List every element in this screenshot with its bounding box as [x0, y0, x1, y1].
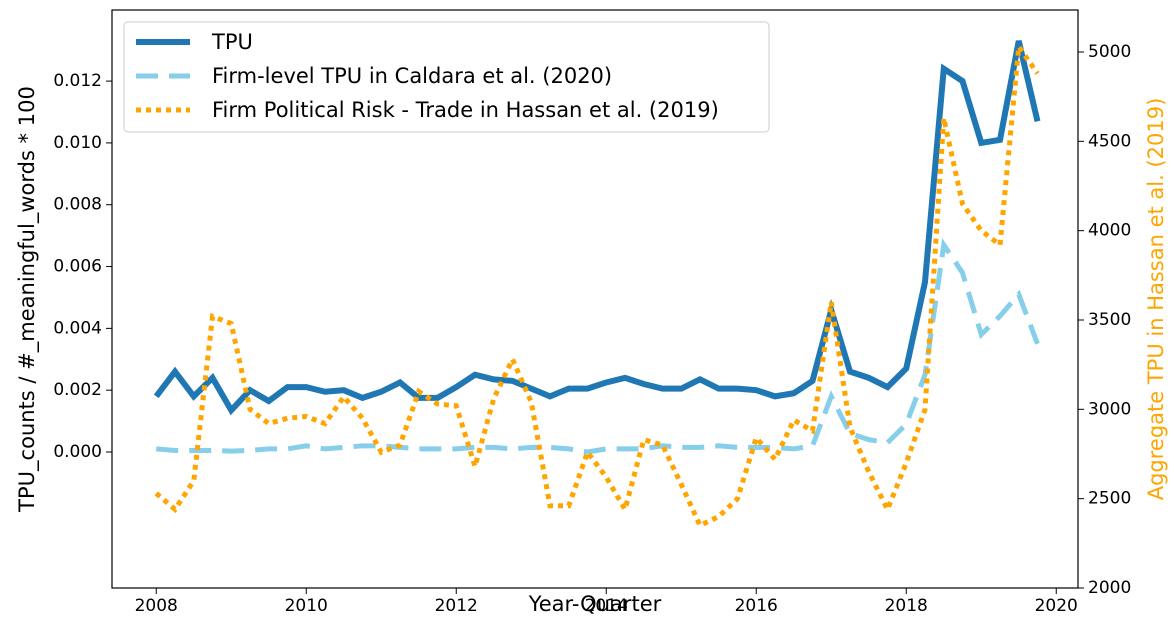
y-tick-label: 0.012	[53, 71, 102, 91]
x-tick-label: 2018	[885, 596, 928, 616]
y-tick-label: 0.008	[53, 195, 102, 215]
legend-label: TPU	[211, 30, 253, 54]
y2-tick-label: 5000	[1088, 42, 1131, 62]
y2-tick-label: 2500	[1088, 489, 1131, 509]
y2-tick-label: 4500	[1088, 131, 1131, 151]
legend-label: Firm Political Risk - Trade in Hassan et…	[212, 98, 719, 122]
y-tick-label: 0.000	[53, 442, 102, 462]
plot-frame	[111, 9, 1079, 589]
y-tick-label: 0.010	[53, 133, 102, 153]
series-line	[154, 39, 1040, 529]
y2-tick-label: 3500	[1088, 310, 1131, 330]
legend-label: Firm-level TPU in Caldara et al. (2020)	[212, 64, 612, 88]
y2-tick-label: 2000	[1088, 578, 1131, 598]
y-tick-label: 0.002	[53, 380, 102, 400]
x-tick-label: 2016	[735, 596, 778, 616]
legend-box	[123, 21, 770, 133]
y-tick-label: 0.004	[53, 318, 102, 338]
y2-tick-label: 3000	[1088, 399, 1131, 419]
y-tick-label: 0.006	[53, 257, 102, 277]
x-tick-label: 2020	[1035, 596, 1078, 616]
x-tick-label: 2008	[135, 596, 178, 616]
x-tick-label: 2014	[585, 596, 628, 616]
x-axis-label: Year-Quarter	[528, 592, 662, 616]
y-axis-label: TPU_counts / #_meaningful_words * 100	[15, 86, 40, 513]
x-tick-label: 2012	[435, 596, 478, 616]
series-line	[156, 238, 1040, 455]
y2-axis-label: Aggregate TPU in Hassan et al. (2019)	[1144, 98, 1168, 501]
x-tick-label: 2010	[285, 596, 328, 616]
series-line	[153, 40, 1041, 416]
y2-tick-label: 4000	[1088, 221, 1131, 241]
